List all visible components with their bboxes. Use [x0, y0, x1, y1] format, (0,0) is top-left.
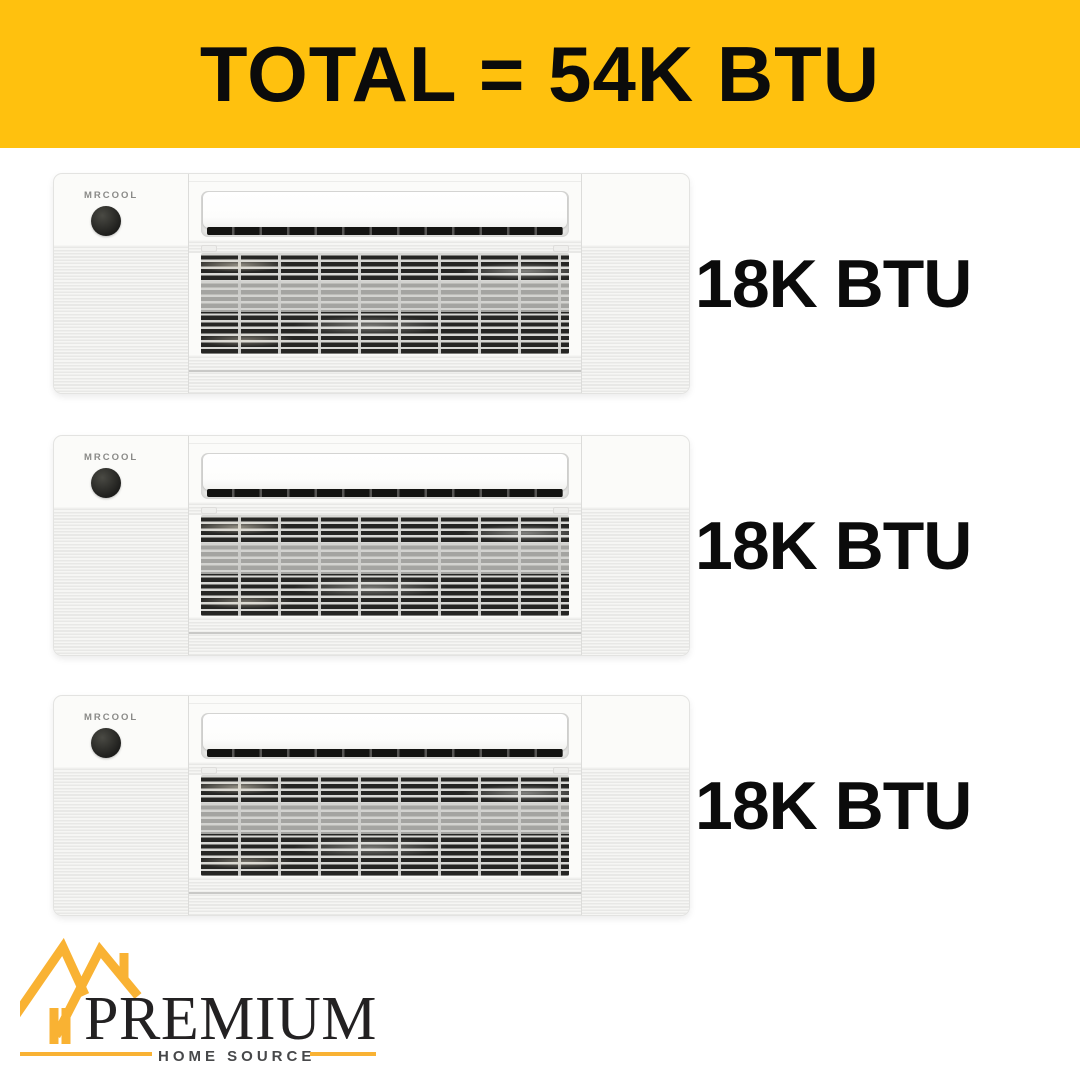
unit-center-panel [189, 696, 581, 915]
unit-brand-label: MRCOOL [84, 452, 139, 463]
grille-mid-band [201, 803, 569, 834]
unit-sensor-knob [91, 728, 121, 758]
bottom-panel-seam [189, 892, 581, 894]
unit-row: MRCOOL [0, 173, 1080, 394]
logo-divider-line-right [310, 1052, 376, 1056]
grille-mid-band [201, 281, 569, 312]
grille-latch-left [201, 245, 217, 252]
total-btu-banner: TOTAL = 54K BTU [0, 0, 1080, 148]
outlet-vanes [207, 749, 563, 757]
vent-stripes [54, 507, 188, 655]
grille-latch-right [553, 767, 569, 774]
louver-flap [203, 454, 567, 490]
unit-sensor-knob [91, 206, 121, 236]
panel-texture [189, 240, 581, 253]
louver-flap [203, 192, 567, 228]
grille-latch-right [553, 245, 569, 252]
unit-air-outlet [201, 453, 569, 499]
panel-seam-line [189, 181, 581, 182]
panel-seam-line [189, 443, 581, 444]
house-icon [20, 938, 142, 1044]
logo-divider-line-left [20, 1052, 152, 1056]
vent-stripes [582, 767, 689, 915]
unit-brand-label: MRCOOL [84, 190, 139, 201]
unit-side-panel-left: MRCOOL [54, 174, 189, 393]
unit-center-panel [189, 174, 581, 393]
bottom-panel-seam [189, 632, 581, 634]
capacity-label: 18K BTU [695, 245, 972, 322]
unit-row: MRCOOL [0, 695, 1080, 916]
unit-side-panel-left: MRCOOL [54, 436, 189, 655]
vent-stripes [582, 507, 689, 655]
capacity-label: 18K BTU [695, 767, 972, 844]
grille-latch-left [201, 507, 217, 514]
capacity-label: 18K BTU [695, 507, 972, 584]
logo-name: PREMIUM [84, 985, 377, 1053]
unit-bottom-panel [189, 355, 581, 393]
ac-cassette-unit: MRCOOL [53, 173, 690, 394]
outlet-vanes [207, 489, 563, 497]
intake-grille [201, 253, 569, 354]
intake-grille [201, 515, 569, 616]
total-btu-text: TOTAL = 54K BTU [199, 29, 881, 118]
unit-center-panel [189, 436, 581, 655]
grille-latch-left [201, 767, 217, 774]
unit-brand-label: MRCOOL [84, 712, 139, 723]
panel-texture [189, 762, 581, 775]
ac-cassette-unit: MRCOOL [53, 435, 690, 656]
ac-cassette-unit: MRCOOL [53, 695, 690, 916]
vent-stripes [582, 245, 689, 393]
unit-sensor-knob [91, 468, 121, 498]
unit-air-outlet [201, 713, 569, 759]
unit-side-panel-right [581, 436, 689, 655]
unit-side-panel-right [581, 696, 689, 915]
louver-flap [203, 714, 567, 750]
outlet-vanes [207, 227, 563, 235]
vent-stripes [54, 245, 188, 393]
premium-home-source-logo: PREMIUM HOME SOURCE [20, 936, 380, 1072]
bottom-panel-seam [189, 370, 581, 372]
unit-side-panel-left: MRCOOL [54, 696, 189, 915]
vent-stripes [54, 767, 188, 915]
intake-grille [201, 775, 569, 876]
unit-air-outlet [201, 191, 569, 237]
grille-latch-right [553, 507, 569, 514]
logo-tagline: HOME SOURCE [158, 1048, 316, 1065]
unit-bottom-panel [189, 617, 581, 655]
unit-side-panel-right [581, 174, 689, 393]
panel-seam-line [189, 703, 581, 704]
unit-bottom-panel [189, 877, 581, 915]
unit-row: MRCOOL [0, 435, 1080, 656]
grille-mid-band [201, 543, 569, 574]
panel-texture [189, 502, 581, 515]
